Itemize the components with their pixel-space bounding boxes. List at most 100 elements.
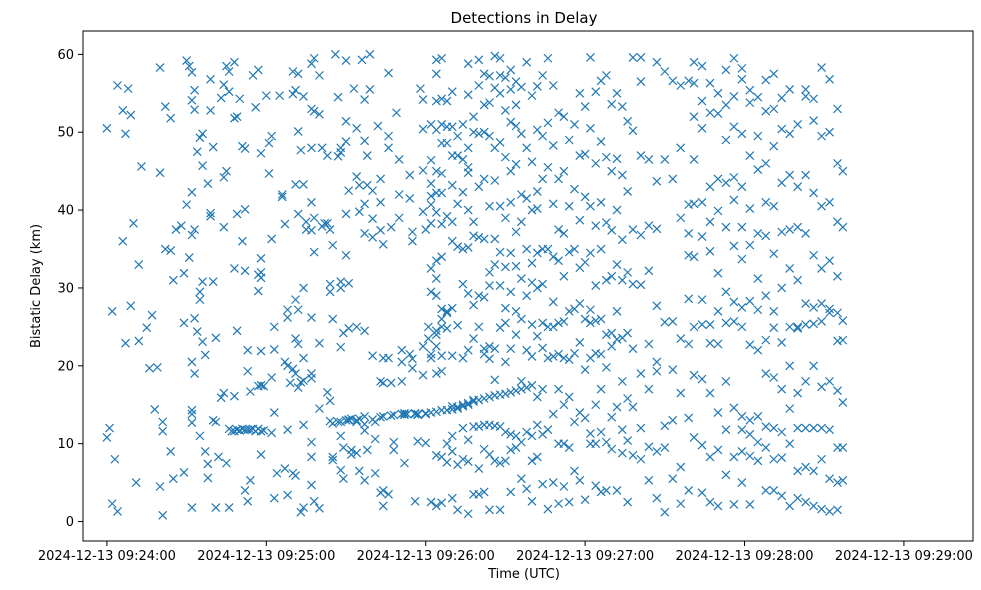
data-point	[184, 253, 194, 263]
data-point	[275, 91, 285, 101]
data-point	[442, 324, 452, 333]
data-point	[150, 404, 160, 414]
data-point	[543, 118, 553, 128]
data-point	[485, 341, 494, 351]
data-point	[192, 147, 202, 157]
data-point	[785, 439, 795, 449]
data-point	[737, 447, 747, 456]
data-point	[291, 334, 300, 343]
data-point	[753, 456, 763, 466]
data-point	[580, 149, 590, 159]
data-point	[636, 77, 646, 87]
data-point	[447, 447, 457, 456]
data-point	[591, 158, 601, 168]
y-tick-label: 10	[57, 437, 74, 452]
data-point	[453, 320, 463, 330]
data-point	[485, 505, 494, 515]
data-point	[745, 451, 755, 461]
data-point	[431, 274, 441, 284]
data-point	[825, 474, 834, 484]
data-point	[431, 407, 441, 417]
data-point	[206, 208, 215, 218]
data-point	[532, 420, 542, 430]
data-point	[543, 244, 553, 254]
data-point	[463, 90, 473, 100]
data-point	[352, 322, 362, 332]
data-point	[817, 382, 826, 392]
data-point	[601, 362, 611, 372]
data-point	[564, 247, 574, 257]
data-point	[264, 169, 274, 178]
data-point	[617, 275, 627, 285]
data-point	[453, 505, 463, 515]
data-point	[809, 423, 819, 433]
data-point	[838, 443, 848, 452]
data-point	[291, 369, 300, 379]
data-point	[721, 318, 731, 328]
data-point	[538, 479, 548, 489]
data-point	[190, 313, 200, 323]
data-point	[745, 98, 755, 108]
data-point	[182, 56, 192, 66]
data-point	[437, 53, 447, 63]
data-point	[267, 234, 277, 244]
data-point	[559, 317, 569, 326]
data-point	[418, 95, 428, 104]
data-point	[437, 219, 447, 229]
data-point	[352, 417, 362, 427]
data-point	[689, 78, 699, 88]
data-point	[575, 475, 585, 485]
data-point	[580, 102, 590, 111]
data-point	[166, 447, 176, 456]
data-point	[479, 100, 489, 110]
data-point	[668, 317, 678, 326]
data-point	[134, 260, 144, 270]
data-point	[485, 281, 494, 291]
data-point	[307, 313, 316, 322]
data-point	[192, 327, 202, 336]
data-point	[527, 205, 537, 215]
data-point	[431, 330, 441, 340]
data-point	[596, 427, 606, 437]
data-point	[458, 120, 468, 129]
data-point	[500, 213, 510, 223]
data-point	[474, 395, 484, 405]
data-point	[237, 236, 247, 246]
data-point	[240, 144, 250, 153]
data-point	[426, 200, 436, 210]
data-point	[216, 93, 226, 103]
data-point	[833, 158, 842, 168]
data-point	[376, 197, 385, 207]
data-point	[538, 318, 548, 328]
data-point	[102, 123, 112, 133]
data-point	[833, 104, 842, 114]
data-point	[668, 474, 678, 484]
data-point	[825, 256, 834, 266]
data-point	[607, 444, 617, 454]
data-point	[511, 306, 521, 316]
data-point	[243, 366, 253, 376]
data-point	[737, 222, 747, 232]
y-axis: 0 10 20 30 40 50 60	[57, 48, 83, 530]
data-point	[596, 349, 606, 359]
data-point	[538, 174, 548, 184]
data-point	[315, 109, 324, 119]
data-point	[447, 87, 457, 97]
data-point	[463, 143, 473, 153]
data-point	[644, 475, 654, 485]
data-point	[123, 84, 133, 94]
data-point	[219, 388, 229, 398]
data-point	[607, 99, 617, 109]
data-point	[269, 408, 279, 417]
data-point	[309, 53, 319, 63]
data-point	[689, 322, 699, 332]
data-point	[543, 162, 553, 172]
data-point	[384, 353, 393, 363]
data-point	[368, 214, 378, 224]
data-point	[801, 376, 811, 386]
x-tick-label: 2024-12-13 09:25:00	[197, 549, 335, 564]
data-point	[485, 450, 494, 459]
data-point	[426, 264, 436, 273]
data-point	[442, 96, 452, 106]
data-point	[280, 219, 290, 229]
